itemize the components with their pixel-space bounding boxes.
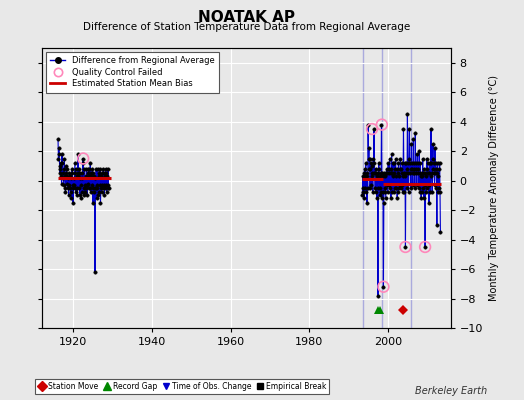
Legend: Station Move, Record Gap, Time of Obs. Change, Empirical Break: Station Move, Record Gap, Time of Obs. C… — [35, 379, 329, 394]
Point — [421, 244, 429, 250]
Point — [401, 244, 410, 250]
Point — [379, 284, 388, 290]
Text: Difference of Station Temperature Data from Regional Average: Difference of Station Temperature Data f… — [83, 22, 410, 32]
Text: Berkeley Earth: Berkeley Earth — [415, 386, 487, 396]
Point — [79, 155, 88, 162]
Y-axis label: Monthly Temperature Anomaly Difference (°C): Monthly Temperature Anomaly Difference (… — [488, 75, 499, 301]
Legend: Difference from Regional Average, Quality Control Failed, Estimated Station Mean: Difference from Regional Average, Qualit… — [46, 52, 219, 92]
Point — [378, 122, 386, 128]
Point — [368, 126, 376, 132]
Text: NOATAK AP: NOATAK AP — [198, 10, 295, 25]
